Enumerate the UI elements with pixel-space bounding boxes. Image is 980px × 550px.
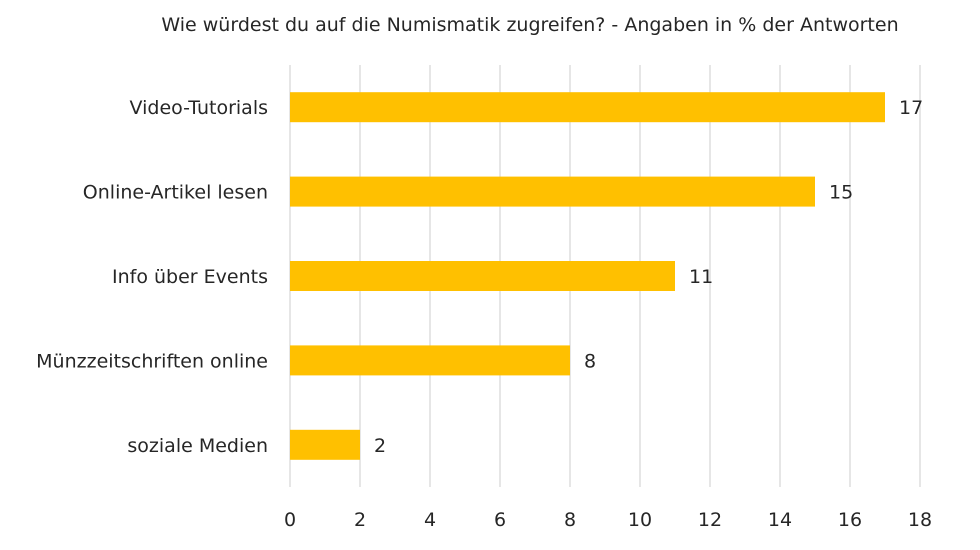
bar — [290, 176, 815, 207]
x-axis-tick-labels: 0 2 4 6 8 10 12 14 16 18 — [284, 509, 932, 531]
category-label: Info über Events — [112, 266, 268, 288]
data-label: 11 — [689, 266, 713, 288]
data-label: 2 — [374, 435, 386, 457]
bar — [290, 429, 360, 460]
value-labels: 17 15 11 8 2 — [374, 97, 923, 457]
chart-title: Wie würdest du auf die Numismatik zugrei… — [161, 14, 899, 36]
data-label: 15 — [829, 182, 853, 204]
data-label: 17 — [899, 97, 923, 119]
category-labels: Video-Tutorials Online-Artikel lesen Info … — [36, 97, 268, 457]
bar — [290, 261, 675, 291]
bar — [290, 92, 885, 123]
x-tick-label: 14 — [768, 509, 792, 531]
x-tick-label: 4 — [424, 509, 436, 531]
x-tick-label: 8 — [564, 509, 576, 531]
bar — [290, 345, 570, 376]
category-label: Video-Tutorials — [130, 97, 268, 119]
category-label: soziale Medien — [127, 435, 268, 457]
x-tick-label: 2 — [354, 509, 366, 531]
x-tick-label: 16 — [838, 509, 862, 531]
category-label: Online-Artikel lesen — [83, 182, 268, 204]
x-tick-label: 18 — [908, 509, 932, 531]
data-label: 8 — [584, 350, 596, 372]
x-tick-label: 12 — [698, 509, 722, 531]
category-label: Münzzeitschriften online — [36, 350, 268, 372]
x-tick-label: 0 — [284, 509, 296, 531]
x-tick-label: 6 — [494, 509, 506, 531]
x-tick-label: 10 — [628, 509, 652, 531]
bars — [290, 92, 885, 460]
